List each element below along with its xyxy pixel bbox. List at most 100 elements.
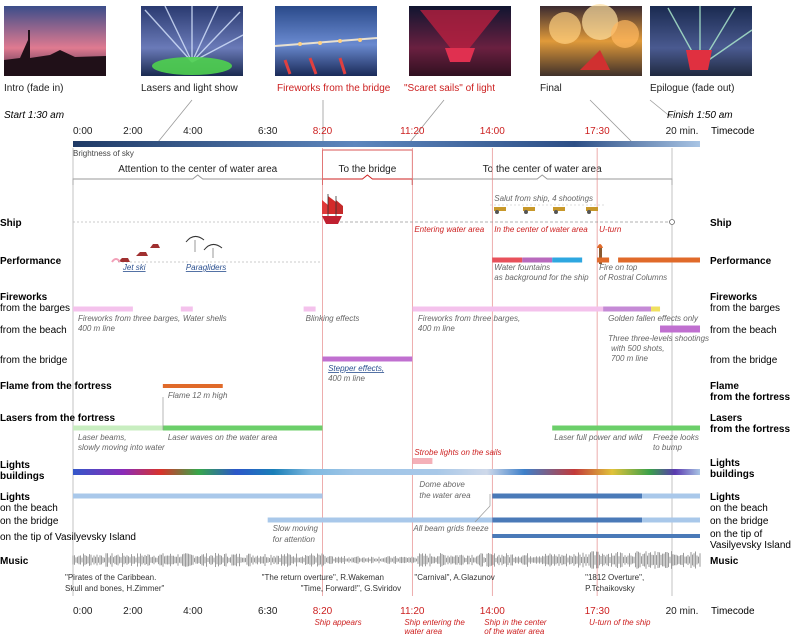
annotation: to bump bbox=[653, 443, 682, 452]
row-label: Music bbox=[0, 556, 29, 567]
row-label: from the fortress bbox=[710, 392, 790, 403]
thumbnail-intro bbox=[4, 6, 106, 76]
row-label: from the beach bbox=[0, 325, 67, 336]
phase-bracket bbox=[72, 174, 323, 185]
row-label: buildings bbox=[710, 469, 755, 480]
thumbnail-lasers bbox=[141, 5, 244, 76]
annotation: Salut from ship, 4 shootings bbox=[494, 194, 593, 203]
music-track: Skull and bones, H.Zimmer" bbox=[65, 584, 164, 593]
row-label: buildings bbox=[0, 471, 45, 482]
row-label: Ship bbox=[0, 218, 22, 229]
timeline-bar bbox=[73, 306, 133, 312]
annotation: Three three-levels shootings bbox=[608, 334, 709, 343]
thumbnail-final bbox=[540, 4, 642, 76]
row-label: Flame from the fortress bbox=[0, 381, 112, 392]
tick-label: 2:00 bbox=[123, 606, 143, 617]
annotation: the water area bbox=[419, 491, 471, 500]
event-label: water area bbox=[404, 627, 442, 636]
timeline-bar bbox=[303, 306, 316, 312]
tick-label: 14:00 bbox=[480, 606, 505, 617]
timeline-bar bbox=[492, 534, 700, 538]
thumbnail-label: Intro (fade in) bbox=[4, 83, 63, 94]
timeline-bar bbox=[552, 257, 583, 263]
phase-label: Attention to the center of water area bbox=[118, 164, 277, 175]
timeline-bar bbox=[162, 384, 223, 388]
start-label: Start 1:30 am bbox=[4, 110, 64, 121]
row-label: on the tip of bbox=[710, 529, 762, 540]
row-label: from the fortress bbox=[710, 424, 790, 435]
thumbnail-label: Epilogue (fade out) bbox=[650, 83, 735, 94]
finish-label: Finish 1:50 am bbox=[667, 110, 733, 121]
annotation: 400 m line bbox=[418, 324, 455, 333]
sky-brightness-bar bbox=[73, 141, 700, 147]
annotation: 400 m line bbox=[328, 374, 365, 383]
timeline-bar bbox=[642, 493, 700, 499]
annotation: slowly moving into water bbox=[78, 443, 165, 452]
annotation: Water fountains bbox=[494, 263, 550, 272]
row-label: from the bridge bbox=[710, 355, 778, 366]
music-track: P.Tchaikovsky bbox=[585, 584, 635, 593]
timecode-label-top: Timecode bbox=[711, 126, 755, 137]
annotation: Flame 12 m high bbox=[168, 391, 228, 400]
row-label: Lasers from the fortress bbox=[0, 413, 115, 424]
annotation: Laser beams, bbox=[78, 433, 126, 442]
timeline-bar bbox=[603, 306, 652, 312]
row-label: from the beach bbox=[710, 325, 777, 336]
annotation: Fireworks from three barges, bbox=[78, 314, 180, 323]
timeline-bar bbox=[522, 257, 553, 263]
timeline-bar bbox=[597, 257, 610, 263]
annotation: for attention bbox=[273, 535, 316, 544]
row-label: on the bridge bbox=[710, 516, 769, 527]
tick-label: 4:00 bbox=[183, 126, 203, 137]
annotation: Blinking effects bbox=[306, 314, 360, 323]
thumbnail-callouts bbox=[157, 99, 673, 143]
ship-row bbox=[73, 194, 675, 225]
timeline-bar bbox=[651, 306, 661, 312]
annotation: 700 m line bbox=[611, 354, 648, 363]
annotation: Golden fallen effects only bbox=[608, 314, 699, 323]
tick-label: 20 min. bbox=[666, 126, 699, 137]
skyline-silhouette bbox=[4, 40, 106, 76]
thumbnail-label: Lasers and light show bbox=[141, 83, 239, 94]
annotation: U-turn bbox=[599, 225, 622, 234]
annotation: Strobe lights on the sails bbox=[414, 448, 501, 457]
annotation: Fireworks from three barges, bbox=[418, 314, 520, 323]
thumbnail-fireworks-bridge bbox=[274, 6, 378, 76]
phase-label: To the bridge bbox=[338, 164, 396, 175]
annotation: Stepper effects, bbox=[328, 364, 384, 373]
row-label: on the beach bbox=[710, 503, 768, 514]
annotation-connectors bbox=[162, 397, 491, 523]
row-label: from the bridge bbox=[0, 355, 68, 366]
annotation: 400 m line bbox=[78, 324, 115, 333]
jet-ski-icon bbox=[111, 244, 160, 263]
tick-label: 0:00 bbox=[73, 126, 93, 137]
event-label: U-turn of the ship bbox=[589, 618, 651, 627]
paraglider-icon bbox=[185, 236, 223, 258]
timeline-bar bbox=[618, 257, 700, 263]
rostral-column-fire-icon bbox=[597, 244, 603, 264]
timecode-label-bottom: Timecode bbox=[711, 606, 755, 617]
timeline-bar bbox=[642, 517, 700, 523]
tick-label: 20 min. bbox=[666, 606, 699, 617]
annotation: Laser waves on the water area bbox=[168, 433, 278, 442]
scarlet-sails-ship-icon bbox=[322, 194, 343, 224]
row-label: Ship bbox=[710, 218, 732, 229]
row-label: Performance bbox=[0, 256, 62, 267]
music-track: "Time, Forward!", G.Sviridov bbox=[301, 584, 402, 593]
event-label: Ship appears bbox=[314, 618, 361, 627]
salut-cannon-icons bbox=[490, 204, 605, 214]
annotation: Laser full power and wild bbox=[554, 433, 643, 442]
row-label: Vasilyevsky Island bbox=[710, 540, 791, 551]
row-label: Lights bbox=[0, 492, 30, 503]
annotation: Slow moving bbox=[273, 524, 319, 533]
thumbnail-strip bbox=[4, 4, 753, 76]
row-label: Lasers bbox=[710, 413, 743, 424]
tick-label: 0:00 bbox=[73, 606, 93, 617]
lights-buildings-bar bbox=[73, 469, 700, 475]
tick-label: 4:00 bbox=[183, 606, 203, 617]
tick-label: 14:00 bbox=[480, 126, 505, 137]
row-label: on the beach bbox=[0, 503, 58, 514]
row-label: Performance bbox=[710, 256, 772, 267]
